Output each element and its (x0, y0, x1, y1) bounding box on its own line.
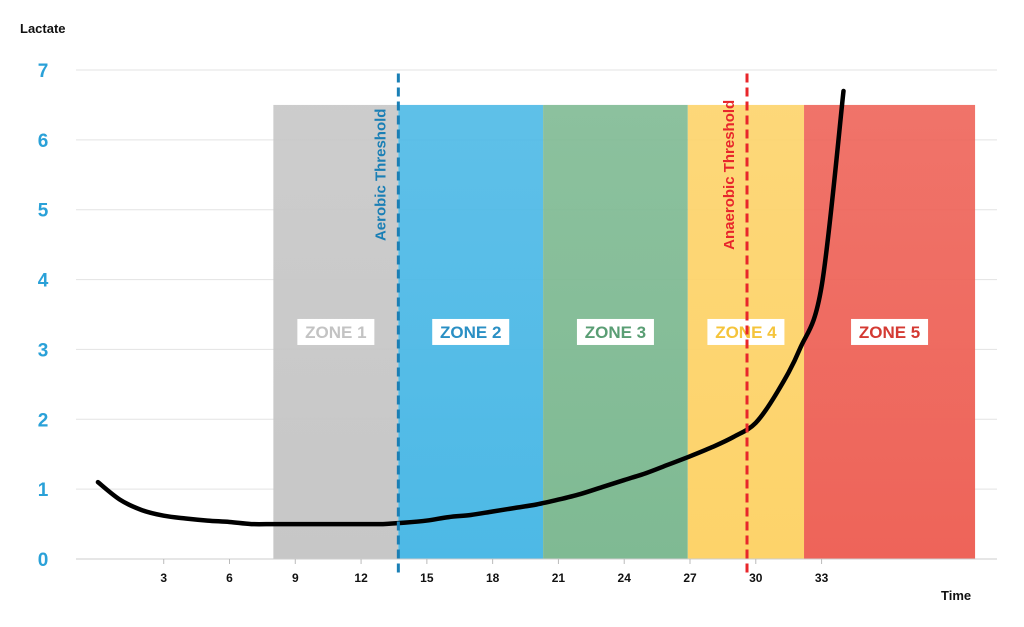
zone-label: ZONE 3 (585, 323, 646, 342)
y-tick-label: 6 (38, 131, 49, 152)
x-tick-label: 33 (815, 571, 829, 585)
y-tick-label: 3 (38, 340, 49, 361)
y-tick-label: 5 (38, 201, 49, 222)
zone-label-box (432, 318, 510, 345)
zone-label: ZONE 2 (440, 323, 501, 342)
x-tick-label: 3 (160, 571, 167, 585)
x-tick-label: 30 (749, 571, 763, 585)
x-tick-label: 6 (226, 571, 233, 585)
x-tick-label: 18 (486, 571, 500, 585)
zone-label: ZONE 5 (859, 323, 920, 342)
y-tick-label: 0 (38, 550, 49, 571)
zone-label-box (851, 318, 929, 345)
y-tick-label: 2 (38, 410, 49, 431)
zone-label-box (576, 318, 654, 345)
threshold-lines: Aerobic Threshold Anaerobic Threshold (372, 73, 749, 575)
y-axis-title: Lactate (20, 21, 66, 36)
threshold-label: Aerobic Threshold (372, 109, 389, 242)
series-group (95, 88, 846, 527)
x-tick-label: 15 (420, 571, 434, 585)
y-tick-label: 1 (38, 480, 49, 501)
threshold-label: Anaerobic Threshold (721, 100, 738, 250)
y-tick-label: 4 (38, 271, 49, 292)
y-axis: 0 1 2 3 4 5 6 7 (38, 61, 49, 571)
x-tick-label: 24 (618, 571, 632, 585)
x-axis-title: Time (941, 588, 971, 603)
zone-label: ZONE 1 (305, 323, 366, 342)
x-tick-label: 9 (292, 571, 299, 585)
x-tick-label: 27 (683, 571, 697, 585)
zone-label-box (297, 318, 375, 345)
lactate-curve (95, 88, 846, 527)
x-axis: 3 6 9 12 15 18 21 24 27 30 33 (76, 558, 997, 585)
x-tick-label: 21 (552, 571, 566, 585)
y-tick-label: 7 (38, 61, 49, 82)
x-tick-label: 12 (354, 571, 368, 585)
